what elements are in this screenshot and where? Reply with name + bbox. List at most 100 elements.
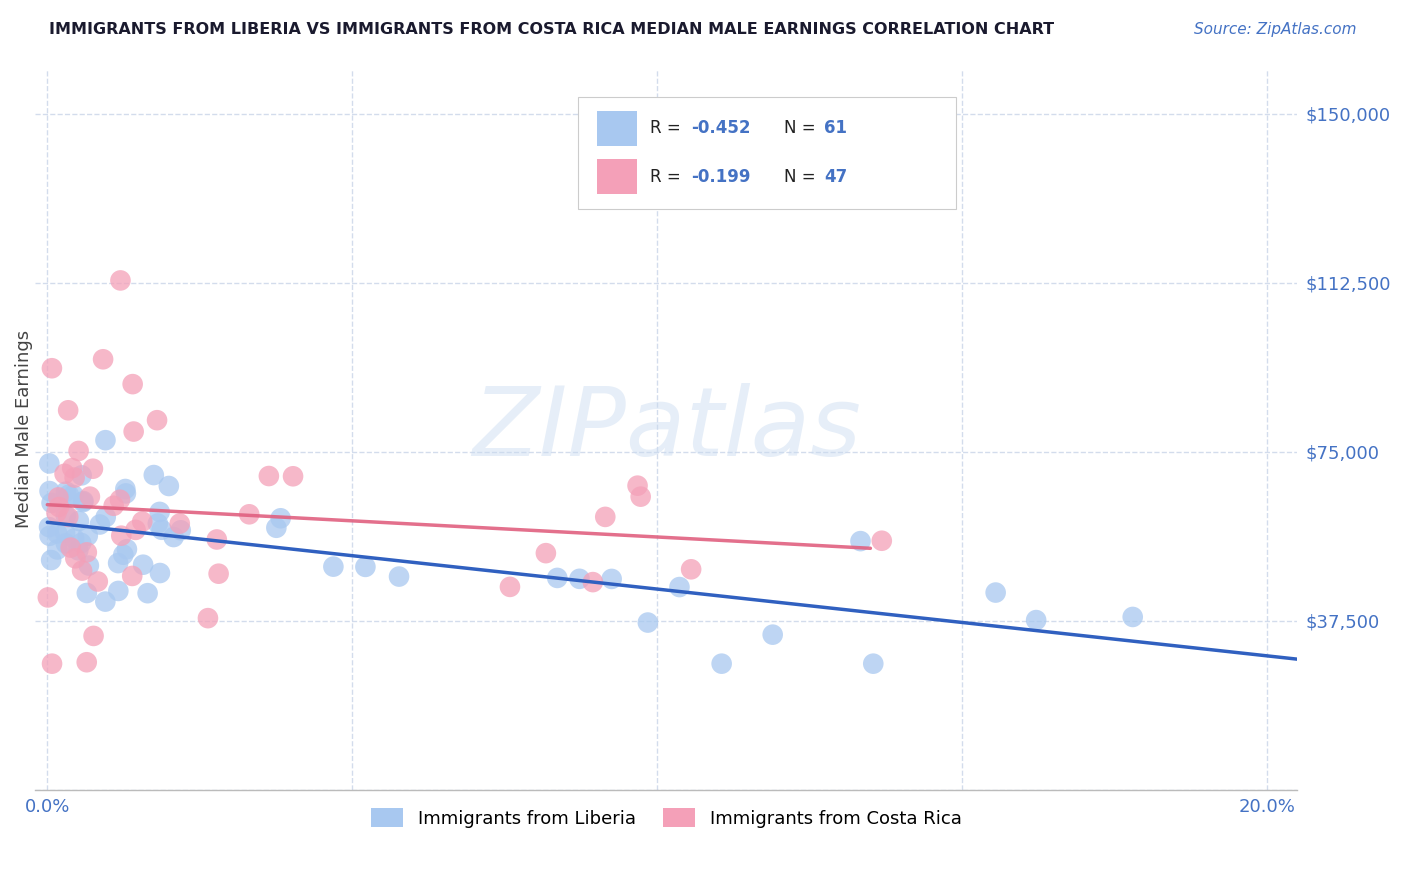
Point	[53, 467, 76, 481]
Point	[170, 524, 193, 538]
Text: -0.452: -0.452	[692, 120, 751, 137]
Point	[132, 558, 155, 572]
Point	[77, 558, 100, 573]
Text: 47: 47	[824, 168, 848, 186]
Point	[146, 516, 169, 531]
Point	[41, 361, 63, 376]
Point	[131, 515, 153, 529]
Point	[65, 551, 87, 566]
Point	[79, 490, 101, 504]
Point	[59, 541, 82, 555]
Point	[38, 457, 60, 471]
Point	[668, 580, 690, 594]
Bar	[596, 160, 637, 194]
Point	[63, 470, 86, 484]
Point	[76, 586, 98, 600]
Point	[637, 615, 659, 630]
Point	[115, 486, 138, 500]
Point	[67, 514, 90, 528]
Point	[67, 543, 90, 558]
Point	[162, 530, 184, 544]
Point	[593, 509, 616, 524]
Text: N =: N =	[783, 120, 820, 137]
Point	[762, 627, 785, 641]
Bar	[596, 112, 637, 145]
Point	[281, 469, 304, 483]
Text: IMMIGRANTS FROM LIBERIA VS IMMIGRANTS FROM COSTA RICA MEDIAN MALE EARNINGS CORRE: IMMIGRANTS FROM LIBERIA VS IMMIGRANTS FR…	[49, 22, 1054, 37]
Text: N =: N =	[783, 168, 820, 186]
Point	[124, 523, 146, 537]
Point	[53, 525, 76, 540]
Point	[984, 585, 1007, 599]
Point	[322, 559, 344, 574]
Point	[546, 571, 568, 585]
Point	[62, 488, 84, 502]
Point	[197, 611, 219, 625]
Point	[114, 482, 136, 496]
Point	[122, 425, 145, 439]
Point	[630, 490, 652, 504]
Point	[626, 478, 648, 492]
Point	[388, 569, 411, 583]
Point	[55, 508, 77, 523]
Point	[149, 566, 172, 580]
Point	[56, 403, 79, 417]
Text: R =: R =	[650, 120, 686, 137]
Point	[70, 468, 93, 483]
Point	[87, 574, 110, 589]
Point	[70, 536, 93, 550]
Point	[46, 526, 69, 541]
Text: R =: R =	[650, 168, 686, 186]
Point	[149, 505, 172, 519]
Point	[142, 468, 165, 483]
Point	[82, 461, 104, 475]
Point	[60, 461, 83, 475]
Point	[72, 494, 94, 508]
Point	[91, 352, 114, 367]
Point	[600, 572, 623, 586]
Point	[72, 495, 94, 509]
Point	[94, 433, 117, 447]
Point	[38, 484, 60, 499]
Point	[681, 562, 703, 576]
Point	[39, 553, 62, 567]
Point	[238, 508, 260, 522]
Point	[257, 469, 280, 483]
Point	[107, 556, 129, 570]
Text: 61: 61	[824, 120, 846, 137]
Point	[108, 492, 131, 507]
Point	[115, 542, 138, 557]
Point	[110, 273, 132, 287]
Point	[48, 500, 70, 514]
Point	[48, 491, 70, 505]
Point	[1025, 613, 1047, 627]
Point	[146, 413, 169, 427]
Point	[870, 533, 893, 548]
FancyBboxPatch shape	[578, 97, 956, 210]
Point	[1122, 610, 1144, 624]
Point	[76, 545, 98, 559]
Point	[150, 523, 173, 537]
Point	[849, 534, 872, 549]
Point	[710, 657, 733, 671]
Point	[107, 583, 129, 598]
Y-axis label: Median Male Earnings: Median Male Earnings	[15, 330, 32, 528]
Point	[157, 479, 180, 493]
Point	[534, 546, 557, 560]
Point	[41, 496, 63, 510]
Point	[94, 594, 117, 608]
Point	[38, 520, 60, 534]
Point	[37, 591, 59, 605]
Point	[46, 542, 69, 557]
Point	[58, 488, 80, 502]
Point	[67, 444, 90, 458]
Point	[266, 521, 288, 535]
Point	[55, 484, 77, 499]
Point	[568, 572, 591, 586]
Point	[582, 575, 605, 590]
Point	[354, 560, 377, 574]
Point	[110, 529, 132, 543]
Point	[76, 529, 98, 543]
Point	[169, 516, 191, 531]
Legend: Immigrants from Liberia, Immigrants from Costa Rica: Immigrants from Liberia, Immigrants from…	[364, 801, 969, 835]
